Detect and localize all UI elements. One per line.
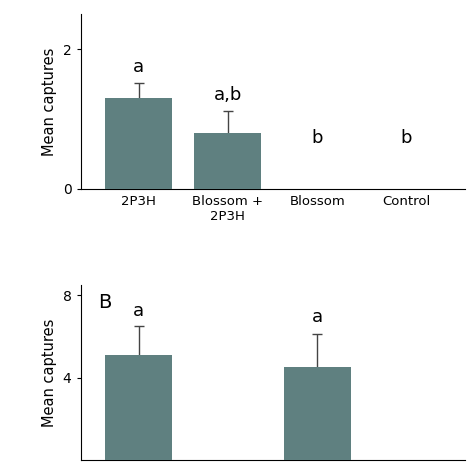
Text: b: b	[401, 129, 412, 147]
Bar	[284, 367, 351, 460]
Text: a,b: a,b	[214, 86, 242, 104]
Y-axis label: Mean captures: Mean captures	[42, 318, 57, 427]
Text: a: a	[133, 58, 144, 76]
Text: a: a	[311, 308, 323, 326]
Bar	[194, 133, 261, 189]
Bar	[105, 355, 172, 460]
Text: B: B	[99, 293, 112, 312]
Text: b: b	[311, 129, 323, 147]
Y-axis label: Mean captures: Mean captures	[42, 47, 57, 156]
Bar	[105, 98, 172, 189]
Text: a: a	[133, 302, 144, 320]
